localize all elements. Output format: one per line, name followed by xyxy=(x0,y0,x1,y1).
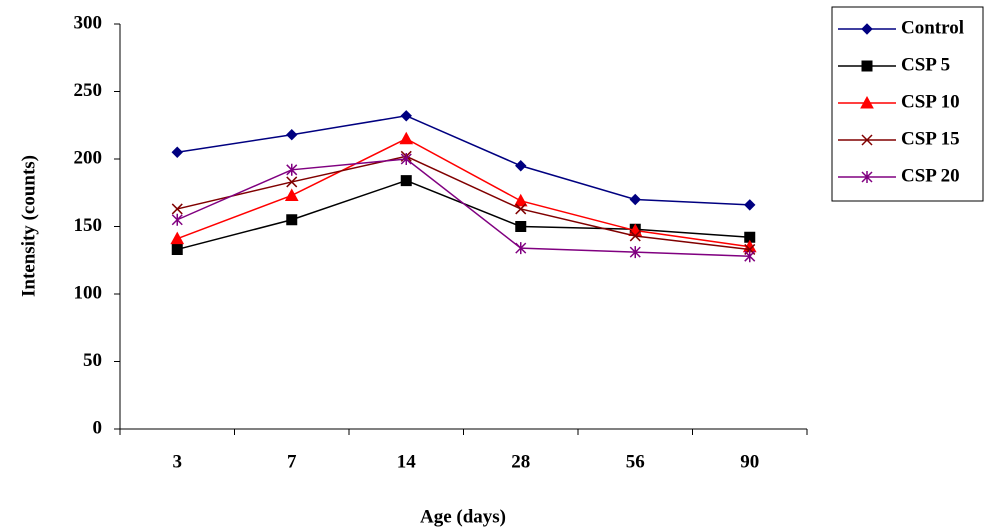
x-tick-label: 7 xyxy=(287,451,297,472)
x-tick-label: 56 xyxy=(626,451,645,472)
chart: Intensity (counts) Age (days) 0 50 100 150 2… xyxy=(0,0,985,531)
y-tick-label: 200 xyxy=(74,147,103,168)
marker xyxy=(287,215,297,225)
marker xyxy=(516,161,526,171)
marker xyxy=(172,147,182,157)
x-tick-label: 14 xyxy=(397,451,417,472)
x-tick-label: 90 xyxy=(740,451,759,472)
legend-label: CSP 10 xyxy=(901,91,960,112)
series-line xyxy=(177,159,750,256)
x-tick-label: 3 xyxy=(173,451,183,472)
legend-marker xyxy=(862,61,872,71)
marker xyxy=(745,200,755,210)
marker xyxy=(172,214,182,226)
y-axis-title: Intensity (counts) xyxy=(18,155,39,297)
y-tick-label: 0 xyxy=(93,417,103,438)
marker xyxy=(401,176,411,186)
x-tick-label: 28 xyxy=(511,451,530,472)
legend-label: Control xyxy=(901,17,964,38)
marker xyxy=(516,222,526,232)
marker xyxy=(287,177,297,187)
y-tick-label: 100 xyxy=(74,282,103,303)
y-tick-label: 250 xyxy=(74,80,103,101)
y-tick-label: 50 xyxy=(83,350,102,371)
legend-label: CSP 5 xyxy=(901,54,950,75)
legend-label: CSP 15 xyxy=(901,128,960,149)
legend-label: CSP 20 xyxy=(901,165,960,186)
series-line xyxy=(177,116,750,205)
marker xyxy=(286,189,298,200)
marker xyxy=(172,204,182,214)
marker xyxy=(401,111,411,121)
marker xyxy=(630,195,640,205)
y-tick-label: 300 xyxy=(74,12,103,33)
x-axis-title: Age (days) xyxy=(420,506,506,527)
marker xyxy=(171,233,183,244)
marker xyxy=(287,130,297,140)
marker xyxy=(172,244,182,254)
marker xyxy=(400,133,412,144)
y-tick-label: 150 xyxy=(74,215,103,236)
